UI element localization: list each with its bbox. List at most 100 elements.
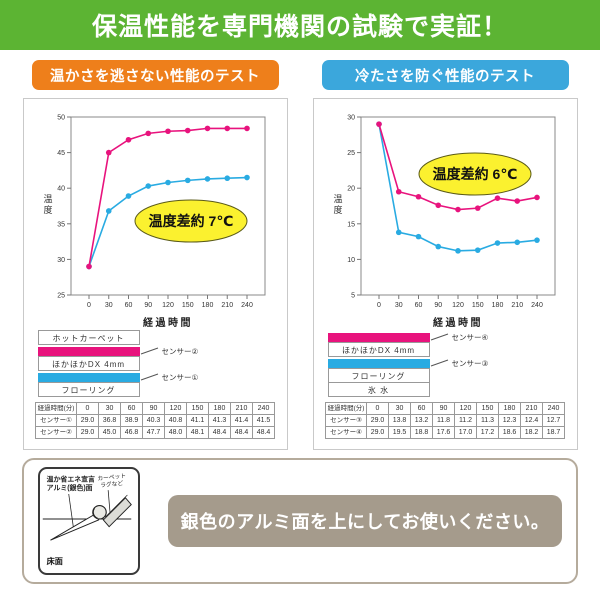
table-cell: 38.9	[120, 414, 143, 427]
data-point-センサー④	[513, 198, 520, 204]
legend-layer-row: センサー④	[327, 331, 577, 343]
x-tick-label: 240	[241, 302, 253, 309]
table-cell: 240	[542, 402, 565, 415]
data-point-センサー②	[164, 128, 171, 135]
y-axis-label: 度	[333, 204, 342, 215]
data-point-センサー④	[474, 205, 481, 211]
table-cell: 11.3	[476, 414, 499, 427]
table-cell: 180	[208, 402, 231, 415]
x-tick-label: 120	[452, 302, 464, 309]
table-cell: 12.7	[542, 414, 565, 427]
table-cell: 48.0	[164, 426, 187, 439]
table-cell: センサー③	[325, 414, 367, 427]
data-point-センサー①	[125, 193, 131, 199]
table-cell: 17.2	[476, 426, 499, 439]
table-header-row: 経過時間(分) 0 30 60 90 120 150 180 210 240	[35, 402, 275, 415]
data-point-センサー②	[125, 136, 131, 143]
warm-legend-diagram: ホットカーペット センサー② ほかほかDX 4mm センサー① フローリング	[37, 330, 287, 397]
usage-note-box: 温か省エネ宣言 アルミ(銀色)面 カーペット ラグなど 床面 銀色のアルミ面を上…	[22, 458, 578, 584]
table-cell: 30	[98, 402, 121, 415]
table-cell: 11.8	[432, 414, 455, 427]
data-point-センサー④	[494, 195, 500, 201]
panel-warm-header: 温かさを逃さない性能のテスト	[31, 60, 279, 90]
table-cell: 18.8	[410, 426, 433, 439]
x-tick-label: 90	[144, 302, 152, 309]
usage-message: 銀色のアルミ面を上にしてお使いください。	[168, 495, 562, 547]
data-point-センサー②	[223, 125, 230, 132]
x-tick-label: 30	[394, 302, 402, 309]
y-tick-label: 25	[57, 293, 65, 300]
x-tick-label: 30	[104, 302, 112, 309]
y-tick-label: 10	[347, 257, 355, 264]
data-point-センサー①	[204, 176, 210, 182]
table-cell: 12.3	[498, 414, 521, 427]
y-tick-label: 35	[57, 221, 65, 228]
data-point-センサー②	[105, 149, 112, 156]
table-cell: 47.7	[142, 426, 165, 439]
table-cell: 41.4	[230, 414, 253, 427]
table-cell: 240	[252, 402, 275, 415]
data-point-センサー②	[85, 263, 92, 270]
legend-layer-label: ほかほかDX 4mm	[37, 356, 140, 371]
legend-layer-row: センサー①	[37, 371, 287, 383]
temperature-difference-label: 温度差約 6℃	[432, 166, 517, 182]
data-point-センサー③	[415, 233, 421, 240]
sensor-connector-line	[430, 359, 448, 367]
carpet-edge-line	[105, 494, 128, 518]
table-cell: 46.8	[120, 426, 143, 439]
legend-layer-row: ほかほかDX 4mm	[37, 356, 287, 371]
temperature-difference-bubble	[134, 199, 247, 243]
data-point-センサー③	[395, 229, 402, 236]
x-tick-label: 180	[491, 302, 503, 309]
table-cell: 90	[432, 402, 455, 415]
table-cell: 48.4	[208, 426, 231, 439]
table-cell: 45.0	[98, 426, 121, 439]
cold-legend-diagram: センサー④ ほかほかDX 4mm センサー③ フローリング氷 水	[327, 331, 577, 397]
legend-layer-bar	[37, 372, 140, 382]
table-cell: センサー①	[35, 414, 77, 427]
table-cell: 0	[366, 402, 389, 415]
aluminum-sheet-illustration: 温か省エネ宣言 アルミ(銀色)面 カーペット ラグなど 床面	[42, 473, 132, 566]
table-cell: 48.1	[186, 426, 209, 439]
y-axis-label: 温	[333, 194, 342, 204]
legend-layer-row: フローリング	[37, 382, 287, 397]
x-tick-label: 0	[377, 302, 381, 309]
table-cell: 13.2	[410, 414, 433, 427]
x-axis-label: 経過時間	[143, 316, 193, 329]
y-tick-label: 30	[57, 257, 65, 264]
y-tick-label: 20	[347, 186, 355, 193]
banner: 保温性能を専門機関の試験で実証！	[0, 0, 600, 50]
table-cell: センサー②	[35, 426, 77, 439]
x-tick-label: 60	[124, 302, 132, 309]
banner-title: 保温性能を専門機関の試験で実証！	[91, 13, 508, 41]
legend-layer-label: ほかほかDX 4mm	[327, 342, 430, 357]
sheet-roll	[92, 504, 107, 520]
table-cell: 18.6	[498, 426, 521, 439]
x-axis-label: 経過時間	[433, 316, 483, 329]
y-axis-label: 温	[43, 194, 52, 204]
x-tick-label: 60	[414, 302, 422, 309]
data-point-センサー③	[513, 239, 520, 246]
x-tick-label: 210	[221, 302, 233, 309]
carpet-label-line1: カーペット	[97, 473, 126, 483]
legend-layer-row: センサー②	[37, 345, 287, 357]
legend-layer-label: ホットカーペット	[37, 330, 140, 345]
table-header-row: 経過時間(分) 0 30 60 90 120 150 180 210 240	[325, 402, 565, 415]
table-cell: 150	[476, 402, 499, 415]
data-point-センサー④	[415, 193, 421, 200]
sensor-label: センサー④	[451, 332, 489, 342]
table-cell: 12.4	[520, 414, 543, 427]
panel-cold-header: 冷たさを防ぐ性能のテスト	[321, 60, 569, 90]
x-tick-label: 150	[471, 302, 483, 309]
data-point-センサー④	[533, 194, 540, 201]
data-point-センサー①	[144, 183, 151, 189]
data-point-センサー①	[164, 179, 171, 186]
legend-layer-row: ほかほかDX 4mm	[327, 342, 577, 357]
temperature-difference-bubble	[418, 152, 531, 196]
carpet-shape	[102, 497, 132, 528]
table-cell: 120	[454, 402, 477, 415]
table-cell: 経過時間(分)	[35, 402, 77, 415]
table-cell: 13.8	[388, 414, 411, 427]
floor-label: 床面	[47, 556, 63, 566]
table-cell: 41.5	[252, 414, 275, 427]
